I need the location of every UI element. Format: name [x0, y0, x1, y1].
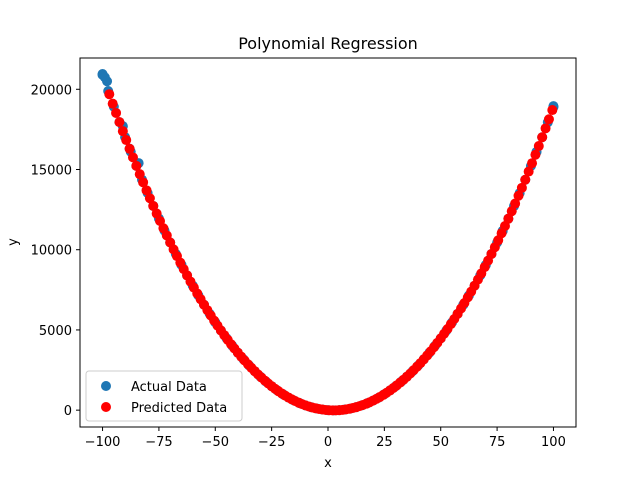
plot-frame [79, 57, 577, 428]
x-tick-label: −75 [145, 435, 172, 450]
data-point [537, 132, 548, 143]
x-tick-label: 50 [432, 435, 449, 450]
x-tick-label: 100 [541, 435, 566, 450]
data-point [523, 166, 534, 177]
y-axis-ticks: 0 5000 10000 15000 20000 [31, 83, 80, 419]
predicted-data-points [104, 89, 558, 416]
data-point [540, 123, 551, 134]
chart-title: Polynomial Regression [238, 34, 418, 53]
legend: Actual Data Predicted Data [85, 370, 243, 422]
plot-points [97, 69, 559, 416]
y-axis-label: y [6, 238, 21, 246]
x-tick-label: −25 [258, 435, 285, 450]
data-point [111, 107, 122, 118]
y-tick-label: 15000 [31, 164, 72, 179]
x-tick-label: −100 [85, 435, 121, 450]
x-tick-label: 75 [489, 435, 506, 450]
data-point [148, 200, 159, 211]
data-point [124, 143, 135, 154]
data-point [114, 117, 125, 128]
x-axis-label: x [324, 456, 332, 471]
data-point [131, 160, 142, 171]
data-point [516, 182, 527, 193]
legend-label-actual: Actual Data [131, 380, 207, 395]
data-point [527, 158, 538, 169]
legend-marker-actual [101, 381, 111, 391]
y-tick-label: 0 [64, 404, 72, 419]
x-tick-label: 25 [376, 435, 393, 450]
data-point [506, 206, 517, 217]
data-point [102, 76, 113, 87]
legend-marker-predicted [101, 402, 111, 412]
data-point [107, 98, 118, 109]
data-point [543, 114, 554, 125]
data-point [533, 141, 544, 152]
y-tick-label: 5000 [39, 324, 72, 339]
data-point [127, 152, 138, 163]
data-point [510, 198, 521, 209]
data-point [144, 193, 155, 204]
data-point [503, 213, 514, 224]
data-point [134, 169, 145, 180]
data-point [513, 190, 524, 201]
legend-box [85, 370, 243, 422]
data-point [104, 89, 115, 100]
data-point [547, 105, 558, 116]
y-tick-label: 20000 [31, 83, 72, 98]
legend-label-predicted: Predicted Data [131, 401, 227, 416]
data-point [121, 135, 132, 146]
y-tick-label: 10000 [31, 244, 72, 259]
data-point [141, 185, 152, 196]
data-point [138, 177, 149, 188]
x-tick-label: 0 [324, 435, 332, 450]
data-point [530, 149, 541, 160]
data-point [520, 174, 531, 185]
x-tick-label: −50 [202, 435, 229, 450]
data-point [151, 208, 162, 219]
data-point [117, 126, 128, 137]
x-axis-ticks: −100 −75 −50 −25 0 25 50 75 100 [85, 427, 566, 450]
